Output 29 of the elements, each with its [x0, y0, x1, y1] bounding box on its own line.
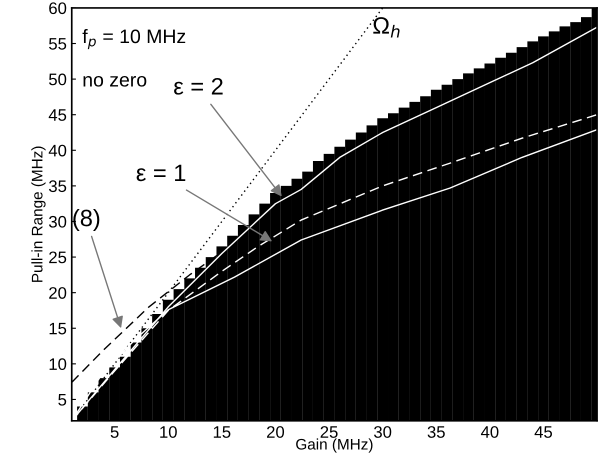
annotation: (8) — [73, 209, 100, 232]
x-tick-label: 15 — [214, 426, 230, 438]
x-tick-label: 5 — [110, 426, 119, 438]
x-tick-label: 40 — [480, 426, 498, 438]
x-tick-label: 25 — [320, 426, 338, 438]
y-tick-label: 5 — [58, 394, 66, 406]
y-tick-label: 10 — [50, 358, 66, 370]
y-tick-label: 55 — [49, 38, 66, 50]
y-tick-label: 45 — [48, 109, 66, 121]
annotation: ε = 1 — [136, 164, 186, 182]
x-tick-label: 10 — [160, 426, 177, 438]
y-tick-label: 35 — [48, 180, 66, 192]
y-tick-label: 40 — [48, 144, 66, 156]
x-tick-label: 35 — [428, 426, 445, 438]
y-tick-label: 60 — [49, 2, 66, 14]
annotation: Ω$_{h}$ — [373, 17, 400, 38]
y-tick-label: 20 — [49, 287, 66, 299]
y-tick-label: 25 — [49, 251, 66, 264]
annotation: f$_{p}$ = 10 MHz — [82, 28, 186, 50]
x-axis-title: Gain (MHz) — [296, 438, 372, 453]
x-tick-label: 20 — [267, 426, 284, 438]
y-tick-label: 30 — [48, 216, 66, 228]
annotation: ε = 2 — [174, 78, 223, 95]
y-axis-title: Pull-in Range (MHz) — [31, 146, 46, 282]
x-tick-label: 30 — [374, 426, 392, 438]
x-tick-label: 45 — [534, 426, 552, 438]
y-tick-label: 15 — [50, 322, 66, 334]
y-tick-label: 50 — [49, 74, 66, 86]
annotation: no zero — [84, 76, 146, 87]
